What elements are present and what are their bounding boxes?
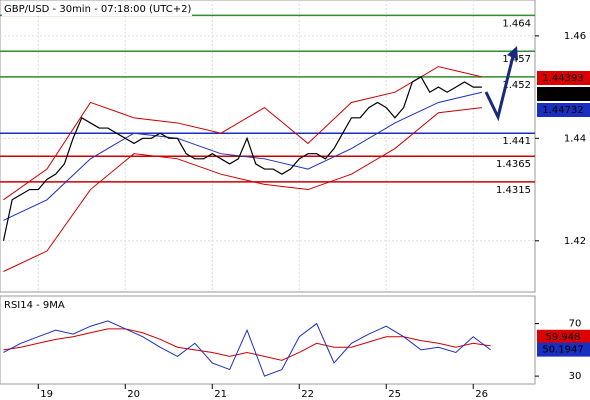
price-tag bbox=[537, 103, 590, 117]
rsi-panel bbox=[0, 295, 536, 385]
level-label: 1.441 bbox=[502, 136, 531, 147]
series-line bbox=[3, 328, 491, 361]
main-panel bbox=[0, 0, 536, 293]
level-label: 1.464 bbox=[502, 18, 531, 29]
level-label: 1.452 bbox=[502, 80, 531, 91]
series-line bbox=[3, 66, 483, 201]
y-tick-label: 1.44 bbox=[564, 133, 586, 144]
value-tag bbox=[537, 329, 590, 344]
price-tag-label: 1.4487 bbox=[546, 89, 581, 100]
x-tick-label: 21 bbox=[214, 389, 227, 400]
arrow-head bbox=[507, 46, 518, 60]
rsi-title: RSI14 - 9MA bbox=[4, 300, 65, 311]
y-tick-label: 30 bbox=[569, 371, 582, 382]
level-label: 1.4365 bbox=[496, 159, 531, 170]
chart-title: GBP/USD - 30min - 07:18:00 (UTC+2) bbox=[4, 4, 191, 15]
series-line bbox=[3, 107, 482, 272]
projection-arrow bbox=[484, 51, 516, 122]
y-tick-label: 70 bbox=[569, 319, 582, 330]
x-tick-label: 22 bbox=[301, 389, 314, 400]
y-tick-label: 1.42 bbox=[564, 236, 586, 247]
x-tick-label: 25 bbox=[388, 389, 401, 400]
title-bg bbox=[2, 2, 192, 16]
x-tick-label: 26 bbox=[475, 389, 488, 400]
price-tag bbox=[537, 87, 590, 101]
level-label: 1.457 bbox=[502, 54, 531, 65]
series-line bbox=[3, 320, 491, 377]
value-tag-label: 59.948 bbox=[546, 332, 581, 343]
x-tick-label: 20 bbox=[127, 389, 140, 400]
price-tag-label: 1.44393 bbox=[542, 73, 583, 84]
y-tick-label: 1.46 bbox=[564, 31, 586, 42]
x-tick-label: 19 bbox=[40, 389, 53, 400]
price-tag bbox=[537, 71, 590, 85]
price-tag-label: 1.44732 bbox=[542, 105, 583, 116]
series-line bbox=[3, 91, 483, 221]
series-line bbox=[2, 76, 482, 241]
level-label: 1.4315 bbox=[496, 185, 531, 196]
value-tag-label: 50.1947 bbox=[542, 345, 583, 356]
value-tag bbox=[537, 342, 590, 357]
